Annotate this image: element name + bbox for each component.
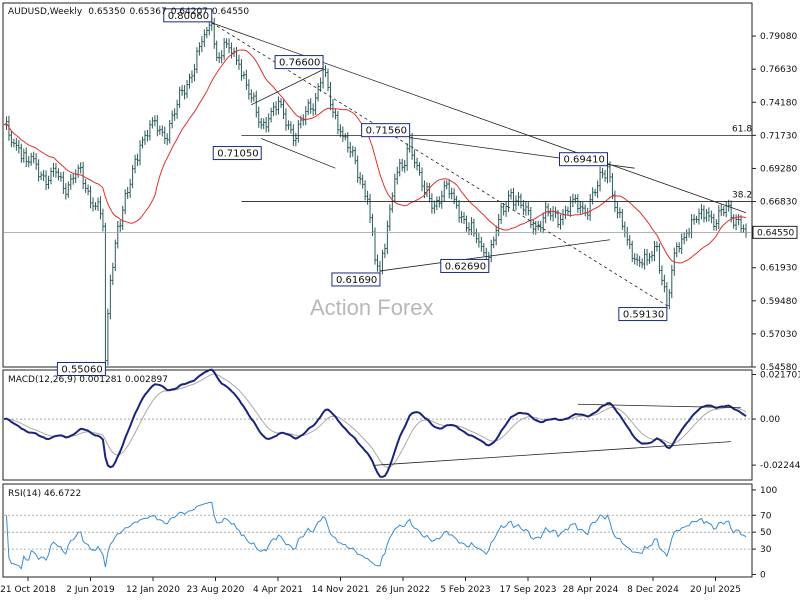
price-y-tick-label: 0.59480 — [760, 297, 797, 307]
annotation-label: 0.59130 — [623, 310, 664, 321]
rsi-y-tick-label: 50 — [760, 528, 772, 538]
fib-label: 61.8 — [732, 124, 752, 134]
macd-title: MACD(12,26,9) 0.001281 0.002897 — [8, 375, 168, 385]
moving-average-line — [3, 49, 747, 264]
trendline — [211, 22, 668, 306]
annotation-box — [361, 123, 411, 138]
rsi-y-tick-label: 30 — [760, 545, 772, 555]
x-tick-label: 20 Jul 2025 — [690, 585, 741, 595]
x-tick-label: 5 Feb 2023 — [440, 585, 490, 595]
x-tick-label: 14 Nov 2021 — [312, 585, 370, 595]
annotation-box — [274, 55, 324, 70]
watermark: Action Forex — [310, 295, 434, 320]
x-tick-label: 28 Apr 2024 — [563, 585, 619, 595]
price-title: AUDUSD,Weekly 0.65350 0.65367 0.64207 0.6455… — [8, 7, 249, 17]
annotation-box — [558, 152, 608, 167]
price-panel — [2, 2, 753, 368]
macd-y-tick-label: -0.022445 — [760, 461, 800, 471]
rsi-y-tick-label: 70 — [760, 511, 772, 521]
annotation-label: 0.55060 — [61, 365, 102, 376]
annotation-label: 0.69410 — [563, 155, 604, 166]
trendline — [251, 69, 324, 106]
annotation-label: 0.80060 — [168, 11, 209, 22]
x-tick-label: 8 Dec 2024 — [627, 585, 679, 595]
price-y-tick-label: 0.79080 — [760, 32, 797, 42]
price-y-tick-label: 0.76630 — [760, 65, 797, 75]
current-price-label: 0.64550 — [757, 228, 794, 238]
trendline — [261, 138, 336, 169]
x-tick-label: 23 Aug 2020 — [187, 585, 245, 595]
macd-trendline — [577, 403, 742, 409]
rsi-y-tick-label: 100 — [760, 486, 777, 496]
trendline — [211, 22, 747, 214]
current-price-box — [752, 225, 798, 239]
macd-trendline — [374, 441, 732, 466]
macd-y-tick-label: 0.00 — [760, 415, 780, 425]
annotation-box — [440, 258, 490, 273]
x-tick-label: 2 Jun 2019 — [66, 585, 115, 595]
rsi-line — [5, 501, 747, 570]
annotation-label: 0.62690 — [445, 261, 486, 272]
annotation-label: 0.76600 — [279, 58, 320, 69]
rsi-y-tick-label: 0 — [760, 570, 766, 580]
annotation-box — [618, 307, 668, 322]
x-tick-label: 4 Apr 2021 — [253, 585, 303, 595]
macd-line — [3, 368, 747, 478]
price-y-tick-label: 0.54580 — [760, 363, 797, 373]
annotation-label: 0.71560 — [366, 126, 407, 137]
annotation-label: 0.71050 — [217, 149, 258, 160]
annotation-box — [163, 8, 213, 23]
x-tick-label: 17 Sep 2023 — [499, 585, 556, 595]
rsi-panel — [2, 483, 753, 578]
price-y-tick-label: 0.74180 — [760, 98, 797, 108]
rsi-title: RSI(14) 46.6722 — [8, 489, 81, 499]
price-y-tick-label: 0.69280 — [760, 164, 797, 174]
fib-label: 38.2 — [732, 191, 752, 201]
price-y-tick-label: 0.66830 — [760, 198, 797, 208]
price-y-tick-label: 0.61930 — [760, 264, 797, 274]
annotation-box — [212, 146, 262, 161]
annotation-label: 0.61690 — [336, 275, 377, 286]
price-y-tick-label: 0.57030 — [760, 330, 797, 340]
macd-signal-line — [3, 373, 747, 468]
trendline — [379, 239, 611, 272]
x-tick-label: 12 Jan 2020 — [126, 585, 180, 595]
macd-y-tick-label: 0.021701 — [760, 371, 800, 381]
x-tick-label: 21 Oct 2018 — [0, 585, 56, 595]
annotation-box — [56, 362, 106, 377]
x-tick-label: 26 Jun 2022 — [376, 585, 430, 595]
price-y-tick-label: 0.71730 — [760, 131, 797, 141]
annotation-box — [331, 272, 381, 287]
